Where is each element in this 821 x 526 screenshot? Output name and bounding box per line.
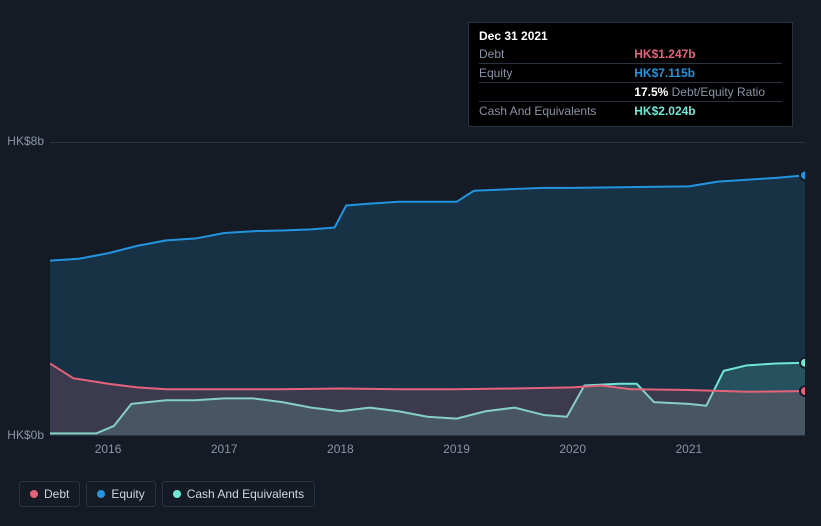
legend-label: Cash And Equivalents bbox=[187, 487, 304, 501]
series-marker-debt bbox=[800, 386, 805, 396]
chart-container: HK$0b HK$8b 2016 2017 2018 2019 2020 2021 Dec … bbox=[0, 0, 821, 526]
tooltip-value: 17.5% Debt/Equity Ratio bbox=[634, 83, 782, 102]
tooltip-row: Cash And EquivalentsHK$2.024b bbox=[479, 102, 782, 121]
tooltip-row: 17.5% Debt/Equity Ratio bbox=[479, 83, 782, 102]
legend-item-equity[interactable]: Equity bbox=[86, 481, 155, 507]
x-axis-label: 2019 bbox=[443, 442, 470, 456]
tooltip-label bbox=[479, 83, 634, 102]
tooltip-row: EquityHK$7.115b bbox=[479, 64, 782, 83]
x-axis-label: 2020 bbox=[559, 442, 586, 456]
chart-tooltip: Dec 31 2021 DebtHK$1.247bEquityHK$7.115b… bbox=[468, 22, 793, 127]
y-axis-label: HK$0b bbox=[0, 428, 44, 442]
legend-label: Equity bbox=[111, 487, 144, 501]
legend-item-cash[interactable]: Cash And Equivalents bbox=[162, 481, 315, 507]
tooltip-value: HK$7.115b bbox=[634, 64, 782, 83]
tooltip-label: Cash And Equivalents bbox=[479, 102, 634, 121]
series-marker-cash bbox=[800, 358, 805, 368]
series-marker-equity bbox=[800, 170, 805, 180]
tooltip-title: Dec 31 2021 bbox=[479, 29, 782, 43]
x-axis-label: 2016 bbox=[95, 442, 122, 456]
legend-swatch bbox=[173, 490, 181, 498]
legend-swatch bbox=[97, 490, 105, 498]
tooltip-table: DebtHK$1.247bEquityHK$7.115b17.5% Debt/E… bbox=[479, 45, 782, 120]
y-axis-label: HK$8b bbox=[0, 134, 44, 148]
tooltip-label: Debt bbox=[479, 45, 634, 64]
chart-legend: Debt Equity Cash And Equivalents bbox=[19, 481, 315, 507]
tooltip-value: HK$2.024b bbox=[634, 102, 782, 121]
legend-item-debt[interactable]: Debt bbox=[19, 481, 80, 507]
legend-swatch bbox=[30, 490, 38, 498]
x-axis-label: 2018 bbox=[327, 442, 354, 456]
x-axis-label: 2017 bbox=[211, 442, 238, 456]
tooltip-row: DebtHK$1.247b bbox=[479, 45, 782, 64]
chart-plot bbox=[50, 142, 805, 436]
legend-label: Debt bbox=[44, 487, 69, 501]
x-axis-label: 2021 bbox=[675, 442, 702, 456]
tooltip-value: HK$1.247b bbox=[634, 45, 782, 64]
tooltip-label: Equity bbox=[479, 64, 634, 83]
